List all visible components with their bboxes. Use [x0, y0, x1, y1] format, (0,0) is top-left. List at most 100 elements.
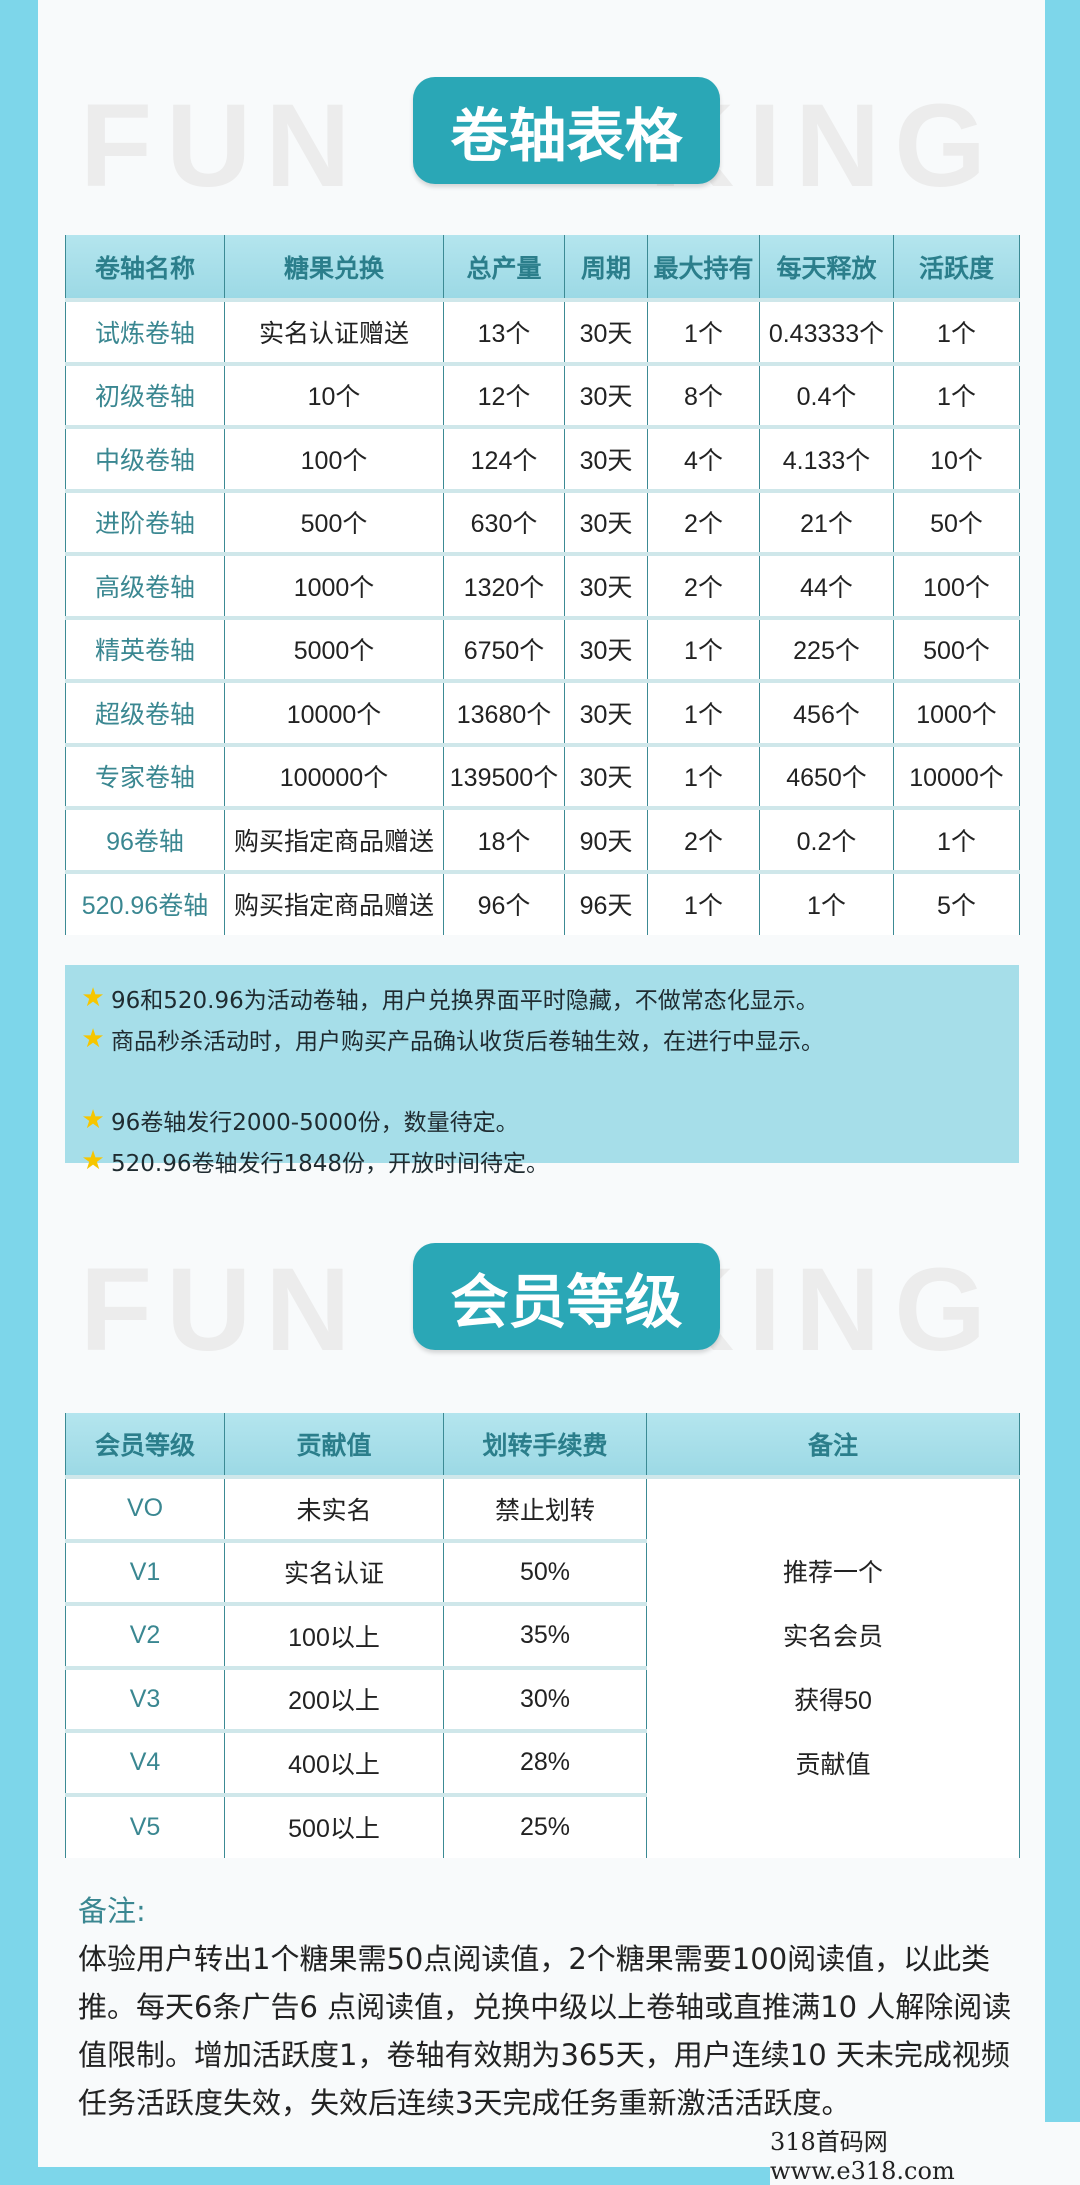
table-row: 中级卷轴 100个 124个 30天 4个 4.133个 10个 — [65, 425, 1020, 491]
table-cell: 90天 — [564, 806, 648, 872]
table-cell: 专家卷轴 — [65, 742, 225, 808]
table-cell: 1个 — [647, 615, 760, 681]
table-cell: 实名认证 — [224, 1538, 444, 1604]
table-cell: 100个 — [893, 552, 1020, 618]
table-cell: 初级卷轴 — [65, 361, 225, 427]
table-cell: 21个 — [759, 488, 894, 554]
table-row: 进阶卷轴 500个 630个 30天 2个 21个 50个 — [65, 488, 1020, 554]
table-cell: 1个 — [647, 869, 760, 935]
table-cell: 10000个 — [893, 742, 1020, 808]
note-item: ★ 96卷轴发行2000-5000份，数量待定。 — [75, 1099, 1019, 1140]
table-cell: 1个 — [893, 298, 1020, 364]
note-item: ★ 商品秒杀活动时，用户购买产品确认收货后卷轴生效，在进行中显示。 — [75, 1018, 1019, 1059]
table-cell: 25% — [443, 1792, 647, 1858]
table-cell: 96个 — [443, 869, 565, 935]
column-header: 备注 — [646, 1413, 1020, 1477]
table-row: 96卷轴 购买指定商品赠送 18个 90天 2个 0.2个 1个 — [65, 806, 1020, 872]
table-cell: 10000个 — [224, 679, 444, 745]
star-icon: ★ — [81, 1145, 105, 1176]
table-cell: 4.133个 — [759, 425, 894, 491]
table-row: VO 未实名 禁止划转 推荐一个 实名会员 获得50 贡献值 — [65, 1475, 1020, 1858]
site-watermark: 318首码网 www.e318.com — [770, 2122, 1080, 2185]
table-cell: 10个 — [224, 361, 444, 427]
table-cell: 1个 — [893, 361, 1020, 427]
table-cell: 2个 — [647, 488, 760, 554]
table-cell: 30% — [443, 1665, 647, 1731]
table-cell: 30天 — [564, 298, 648, 364]
scroll-notes-box: ★ 96和520.96为活动卷轴，用户兑换界面平时隐藏，不做常态化显示。 ★ 商品秒… — [65, 965, 1019, 1177]
table-row: V2 100以上 35% — [65, 1602, 1020, 1668]
table-cell: V1 — [65, 1538, 225, 1604]
table-cell: V4 — [65, 1729, 225, 1795]
table-cell: 100000个 — [224, 742, 444, 808]
note-item: ★ 520.96卷轴发行1848份，开放时间待定。 — [75, 1140, 1019, 1181]
table-cell: V5 — [65, 1792, 225, 1858]
table-row: 高级卷轴 1000个 1320个 30天 2个 44个 100个 — [65, 552, 1020, 618]
table-cell: 实名认证赠送 — [224, 298, 444, 364]
table-row: V5 500以上 25% — [65, 1792, 1020, 1858]
table-row: 520.96卷轴 购买指定商品赠送 96个 96天 1个 1个 5个 — [65, 869, 1020, 935]
table-cell: 10个 — [893, 425, 1020, 491]
table-cell: 100以上 — [224, 1602, 444, 1668]
note-item: ★ 96和520.96为活动卷轴，用户兑换界面平时隐藏，不做常态化显示。 — [75, 977, 1019, 1018]
table-cell: 禁止划转 — [443, 1475, 647, 1541]
table-cell: 2个 — [647, 552, 760, 618]
column-header: 卷轴名称 — [65, 235, 225, 300]
table-cell: 0.43333个 — [759, 298, 894, 364]
table-row: 超级卷轴 10000个 13680个 30天 1个 456个 1000个 — [65, 679, 1020, 745]
table-cell: 30天 — [564, 425, 648, 491]
table-cell: 30天 — [564, 361, 648, 427]
column-header: 糖果兑换 — [224, 235, 444, 300]
remark-line: 推荐一个 — [782, 1558, 883, 1587]
table-cell: 2个 — [647, 806, 760, 872]
table-cell: 30天 — [564, 615, 648, 681]
table-cell: 1000个 — [893, 679, 1020, 745]
table-cell: 50% — [443, 1538, 647, 1604]
table-cell: 进阶卷轴 — [65, 488, 225, 554]
table-cell: 1000个 — [224, 552, 444, 618]
column-header: 周期 — [564, 235, 648, 300]
table-cell: 0.4个 — [759, 361, 894, 427]
column-header: 最大持有 — [647, 235, 760, 300]
remark-cell: 推荐一个 实名会员 获得50 贡献值 — [646, 1475, 1020, 1858]
table-cell: 超级卷轴 — [65, 679, 225, 745]
table-cell: 30天 — [564, 552, 648, 618]
table-cell: 500个 — [224, 488, 444, 554]
table-cell: 139500个 — [443, 742, 565, 808]
scroll-table: 卷轴名称 糖果兑换 总产量 周期 最大持有 每天释放 活跃度 试炼卷轴 实名认证赠送 13个 30… — [65, 235, 1020, 935]
remark-title: 备注: — [78, 1894, 146, 1928]
star-icon: ★ — [81, 1104, 105, 1135]
table-cell: 未实名 — [224, 1475, 444, 1541]
column-header: 总产量 — [443, 235, 565, 300]
table-row: V3 200以上 30% — [65, 1665, 1020, 1731]
table-cell: 5个 — [893, 869, 1020, 935]
table-cell: 1个 — [647, 298, 760, 364]
column-header: 贡献值 — [224, 1413, 444, 1477]
table-cell: 225个 — [759, 615, 894, 681]
column-header: 每天释放 — [759, 235, 894, 300]
table-row: 专家卷轴 100000个 139500个 30天 1个 4650个 10000个 — [65, 742, 1020, 808]
table-cell: 1个 — [647, 742, 760, 808]
section-title-scroll-table: 卷轴表格 — [413, 77, 720, 184]
table-cell: 购买指定商品赠送 — [224, 869, 444, 935]
table-cell: 13个 — [443, 298, 565, 364]
table-cell: 中级卷轴 — [65, 425, 225, 491]
table-cell: 1个 — [647, 679, 760, 745]
table-cell: 1个 — [893, 806, 1020, 872]
table-cell: 12个 — [443, 361, 565, 427]
table-cell: 28% — [443, 1729, 647, 1795]
table-cell: V2 — [65, 1602, 225, 1668]
table-cell: 高级卷轴 — [65, 552, 225, 618]
table-cell: 0.2个 — [759, 806, 894, 872]
table-cell: 456个 — [759, 679, 894, 745]
table-cell: 1320个 — [443, 552, 565, 618]
member-level-table: 会员等级 贡献值 划转手续费 备注 VO 未实名 禁止划转 推荐一个 实名会员 获得50 贡献值 V… — [65, 1413, 1020, 1858]
table-cell: 13680个 — [443, 679, 565, 745]
table-row: V4 400以上 28% — [65, 1729, 1020, 1795]
remark-line: 贡献值 — [795, 1750, 871, 1779]
table-cell: 18个 — [443, 806, 565, 872]
table-cell: 30天 — [564, 488, 648, 554]
column-header: 活跃度 — [893, 235, 1020, 300]
column-header: 划转手续费 — [443, 1413, 647, 1477]
table-cell: 5000个 — [224, 615, 444, 681]
